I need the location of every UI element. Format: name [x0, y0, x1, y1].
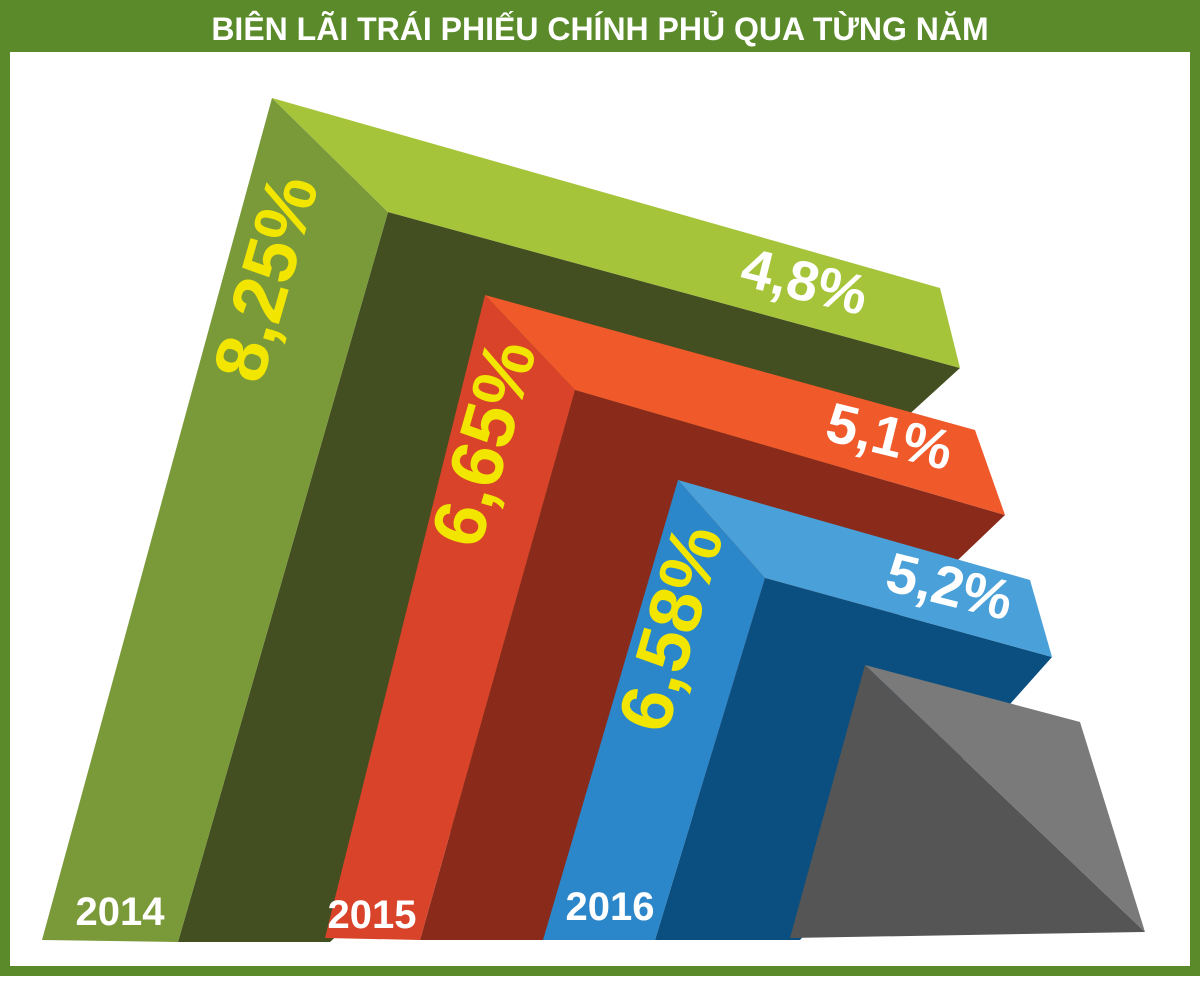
year-label: 2015: [328, 893, 417, 937]
year-label: 2016: [566, 885, 655, 929]
year-label: 2014: [76, 890, 166, 934]
pyramid: [790, 665, 1145, 938]
title: BIÊN LÃI TRÁI PHIẾU CHÍNH PHỦ QUA TỪNG N…: [211, 11, 988, 47]
